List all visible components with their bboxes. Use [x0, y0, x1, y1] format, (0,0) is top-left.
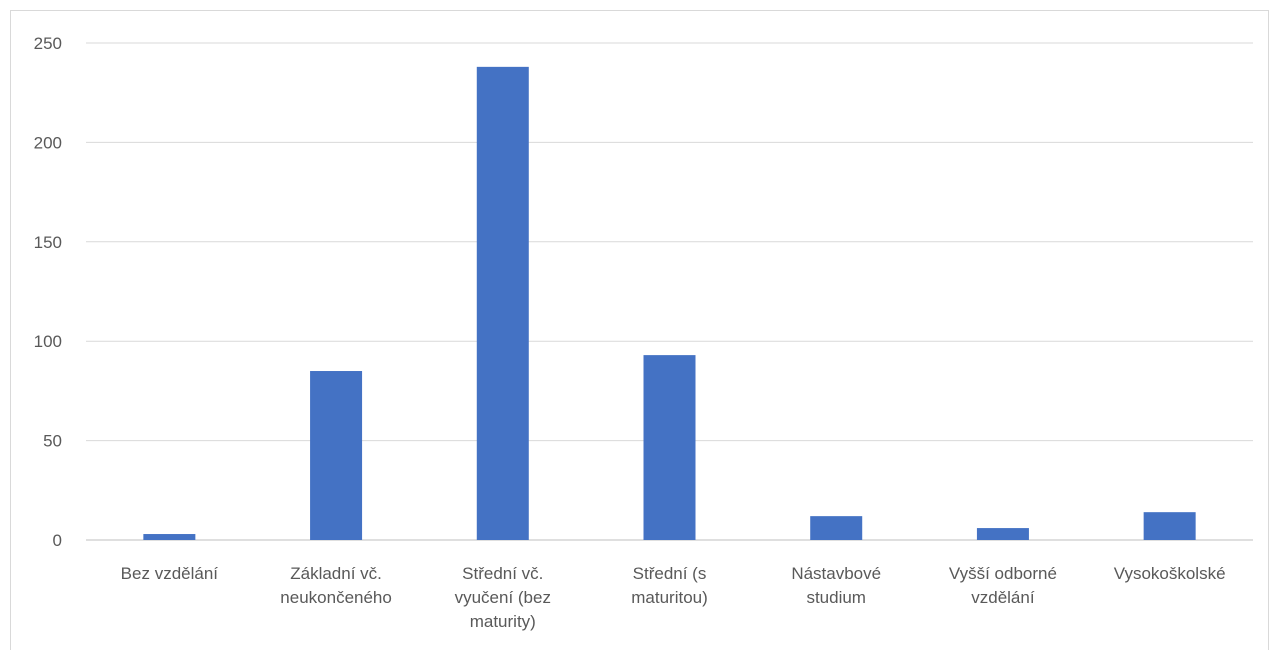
x-category-label: Vysokoškolské: [1114, 564, 1226, 583]
chart-area: [10, 10, 1269, 650]
x-category-label-line: Nástavbové: [791, 564, 881, 583]
x-category-label-line: vzdělání: [971, 588, 1035, 607]
x-category-label: Střední vč. vyučení (bez maturity): [455, 564, 551, 631]
bar: [1143, 512, 1196, 540]
x-category-label-line: studium: [806, 588, 866, 607]
bar: [476, 66, 529, 540]
x-category-label-line: maturitou): [631, 588, 708, 607]
x-category-label: Nástavbové studium: [791, 564, 881, 607]
y-tick-label: 150: [34, 233, 62, 252]
x-category-label-line: maturity): [470, 612, 536, 631]
x-category-label: Vyšší odborné vzdělání: [949, 564, 1057, 607]
y-tick-label: 100: [34, 332, 62, 351]
bar: [643, 355, 696, 540]
x-category-label-line: Vyšší odborné: [949, 564, 1057, 583]
x-category-label-line: Vysokoškolské: [1114, 564, 1226, 583]
x-category-label-line: Bez vzdělání: [121, 564, 219, 583]
x-category-label-line: neukončeného: [280, 588, 392, 607]
y-tick-label: 250: [34, 34, 62, 53]
bar: [976, 528, 1029, 540]
bar: [310, 371, 363, 540]
x-category-label: Základní vč. neukončeného: [280, 564, 392, 607]
x-category-label: Střední (s maturitou): [631, 564, 708, 607]
bar: [810, 516, 863, 540]
y-tick-label: 0: [53, 531, 62, 550]
bar: [143, 534, 196, 540]
y-tick-label: 50: [43, 432, 62, 451]
x-category-label-line: Základní vč.: [290, 564, 382, 583]
x-category-label: Bez vzdělání: [121, 564, 219, 583]
x-category-label-line: vyučení (bez: [455, 588, 551, 607]
x-category-label-line: Střední vč.: [462, 564, 543, 583]
y-tick-label: 200: [34, 133, 62, 152]
x-category-label-line: Střední (s: [633, 564, 707, 583]
